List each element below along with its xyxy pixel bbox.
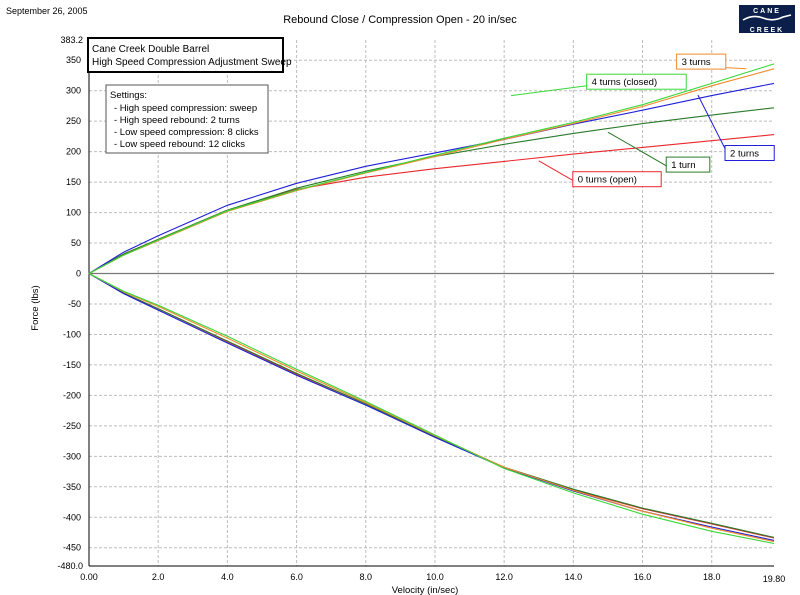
x-tick-label: 10.0 (426, 572, 444, 582)
logo-wave-icon (742, 14, 792, 21)
annotation-label: 4 turns (closed) (592, 77, 657, 88)
logo-text-bottom: CREEK (749, 27, 785, 34)
settings-heading: Settings: (110, 90, 147, 101)
x-tick-label: 0.00 (80, 572, 98, 582)
annotation-box (724, 145, 775, 162)
y-tick-label: -250 (63, 421, 81, 431)
series-annotations: 3 turns 4 turns (closed) 2 turns 1 turn 0 tu… (511, 53, 775, 188)
chart-title: Rebound Close / Compression Open - 20 in… (283, 14, 517, 26)
settings-item-2: - High speed rebound: 2 turns (114, 115, 240, 126)
x-tick-label: 16.0 (634, 572, 652, 582)
x-tick-label: 14.0 (565, 572, 583, 582)
series-line-0 (88, 134, 775, 274)
y-tick-label: -150 (63, 360, 81, 370)
annotation-leader (538, 160, 578, 184)
series-line-9 (88, 273, 775, 545)
logo-text-top: CANE (753, 8, 781, 15)
annotation-label: 3 turns (682, 57, 711, 68)
y-tick-label: -400 (63, 512, 81, 522)
y-tick-label: 150 (66, 177, 81, 187)
x-tick-label: 4.0 (221, 572, 234, 582)
settings-item-1: - High speed compression: sweep (114, 103, 257, 114)
x-axis-label: Velocity (in/sec) (392, 585, 459, 595)
x-tick-label: 12.0 (495, 572, 513, 582)
y-tick-label: 100 (66, 208, 81, 218)
annotation-leader (607, 131, 671, 169)
settings-item-3: - Low speed compression: 8 clicks (114, 127, 259, 138)
annotation-0: 3 turns (676, 53, 747, 70)
annotation-box (586, 73, 687, 90)
annotation-2: 2 turns (697, 94, 775, 162)
series-line-6 (88, 273, 775, 538)
cane-creek-logo: CANE CREEK (739, 5, 795, 34)
y-top-label: 383.2 (60, 35, 83, 45)
settings-item-4: - Low speed rebound: 12 clicks (114, 139, 245, 150)
annotation-box (665, 156, 711, 173)
series-line-7 (88, 273, 775, 541)
series-line-8 (88, 273, 775, 543)
y-tick-label: 350 (66, 55, 81, 65)
annotation-label: 2 turns (730, 149, 759, 160)
annotation-box (676, 53, 727, 70)
annotation-1: 4 turns (closed) (511, 73, 687, 97)
info-box-line-2: High Speed Compression Adjustment Sweep (92, 57, 292, 68)
y-bottom-label: -480.0 (57, 561, 83, 571)
x-tick-label: 6.0 (290, 572, 303, 582)
series-line-5 (88, 273, 775, 539)
y-tick-label: -100 (63, 329, 81, 339)
annotation-box (572, 171, 662, 188)
y-tick-label: -200 (63, 390, 81, 400)
x-tick-label: 8.0 (360, 572, 373, 582)
axes: 350 300 250 200 150 100 50 0 -50 -100 -150 -200 -250… (57, 35, 785, 584)
settings-box: Settings: - High speed compression: swee… (105, 84, 269, 154)
annotation-leader (697, 94, 730, 157)
info-box: Cane Creek Double Barrel High Speed Comp… (87, 37, 292, 73)
annotation-3: 1 turn (607, 131, 711, 173)
y-tick-label: -450 (63, 543, 81, 553)
annotation-leader (511, 84, 591, 97)
y-tick-label: 300 (66, 86, 81, 96)
y-tick-label: 250 (66, 116, 81, 126)
x-tick-label: 18.0 (703, 572, 721, 582)
y-tick-label: 0 (76, 269, 81, 279)
annotation-4: 0 turns (open) (538, 160, 662, 188)
grid-lines (89, 40, 774, 566)
series-line-4 (88, 63, 775, 274)
y-tick-label: -300 (63, 451, 81, 461)
y-tick-label: -50 (68, 299, 81, 309)
y-axis-label: Force (lbs) (30, 285, 41, 330)
series-line-2 (88, 82, 775, 274)
series-lines (88, 63, 775, 545)
y-tick-label: 200 (66, 147, 81, 157)
x-tick-label: 2.0 (152, 572, 165, 582)
annotation-label: 0 turns (open) (578, 175, 637, 186)
annotation-label: 1 turn (671, 160, 695, 171)
y-tick-label: 50 (71, 238, 81, 248)
info-box-line-1: Cane Creek Double Barrel (92, 44, 209, 55)
x-end-label: 19.80 (763, 574, 786, 584)
date-label: September 26, 2005 (6, 6, 88, 16)
y-tick-label: -350 (63, 482, 81, 492)
